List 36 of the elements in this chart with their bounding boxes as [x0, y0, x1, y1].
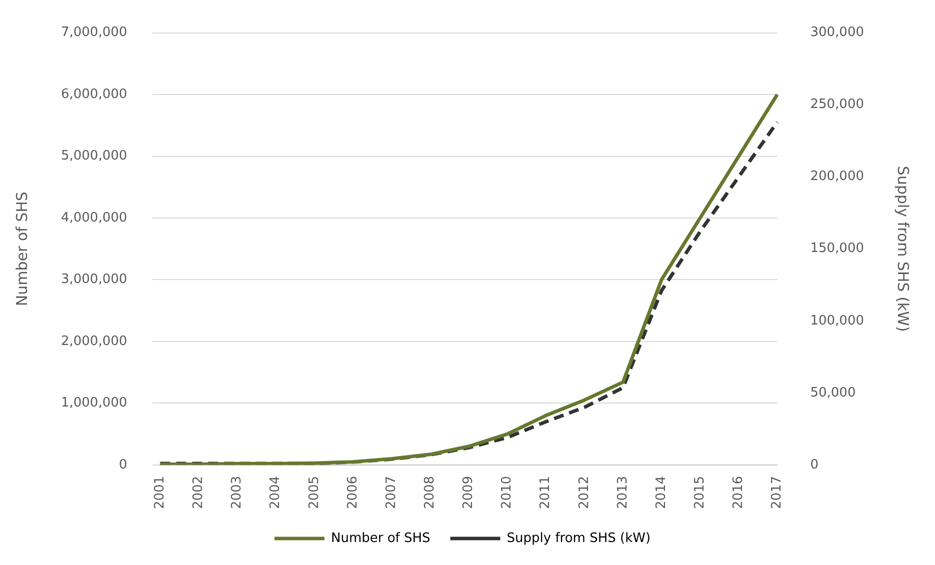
y2-tick-label: 300,000 — [810, 25, 864, 40]
x-tick-label: 2017 — [770, 476, 785, 510]
x-tick-label: 2011 — [538, 476, 554, 510]
x-tick-label: 2002 — [191, 476, 206, 510]
x-tick-label: 2008 — [422, 476, 438, 510]
x-tick-label: 2005 — [306, 476, 322, 510]
x-tick-label: 2009 — [461, 476, 476, 510]
y2-tick-label: 200,000 — [810, 169, 864, 184]
y-tick-label: 5,000,000 — [60, 148, 128, 164]
y2-tick-label: 150,000 — [810, 241, 864, 256]
y-tick-label: 4,000,000 — [60, 210, 128, 226]
y-tick-label: 0 — [118, 457, 128, 472]
x-tick-label: 2013 — [615, 476, 630, 510]
x-tick-label: 2007 — [384, 476, 399, 510]
x-tick-label: 2006 — [345, 476, 360, 510]
x-tick-label: 2004 — [268, 476, 284, 510]
x-tick-label: 2012 — [576, 476, 592, 510]
y-tick-label: 6,000,000 — [60, 86, 128, 102]
x-tick-label: 2016 — [731, 476, 746, 510]
x-tick-label: 2015 — [692, 476, 708, 510]
legend-label: Number of SHS — [330, 530, 430, 546]
legend-label: Supply from SHS (kW) — [506, 530, 651, 546]
x-tick-label: 2001 — [152, 476, 168, 510]
y-tick-label: 3,000,000 — [60, 272, 128, 288]
y-tick-label: 2,000,000 — [60, 334, 128, 349]
y-axis-title: Number of SHS — [12, 192, 31, 306]
x-tick-label: 2003 — [230, 476, 245, 510]
x-tick-label: 2014 — [654, 476, 669, 510]
y2-tick-label: 250,000 — [810, 97, 864, 112]
y2-tick-label: 0 — [810, 457, 819, 472]
y2-tick-label: 100,000 — [810, 313, 864, 328]
y-tick-label: 7,000,000 — [60, 25, 128, 40]
y-tick-label: 1,000,000 — [60, 396, 128, 411]
y2-axis-title: Supply from SHS (kW) — [894, 166, 912, 332]
x-tick-label: 2010 — [500, 476, 515, 510]
y2-tick-label: 50,000 — [810, 385, 856, 400]
